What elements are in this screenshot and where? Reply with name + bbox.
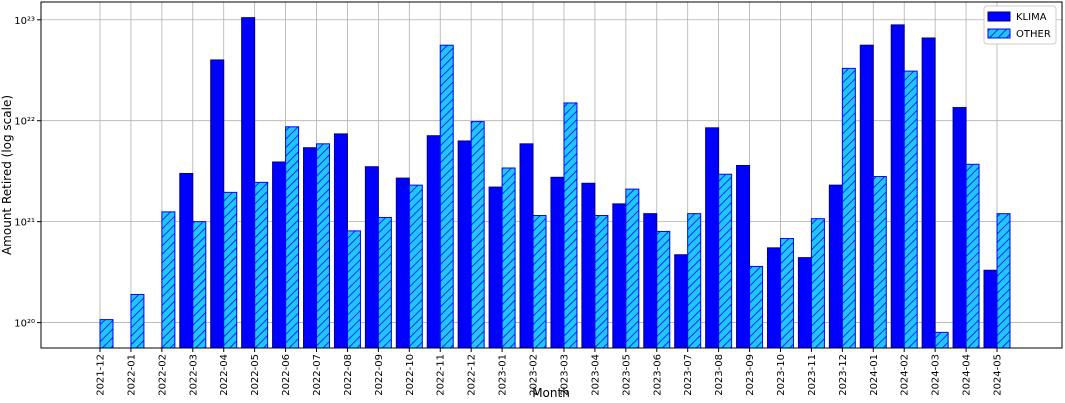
x-tick-label: 2023-11 xyxy=(807,354,818,396)
x-tick-label: 2022-06 xyxy=(281,354,292,396)
bar xyxy=(408,184,423,349)
bar xyxy=(457,140,472,349)
x-tick-label: 2023-09 xyxy=(745,354,756,396)
bar xyxy=(563,102,578,349)
bar xyxy=(161,211,176,349)
x-tick-label: 2023-10 xyxy=(776,354,787,396)
x-tick-label: 2023-01 xyxy=(498,354,509,396)
x-tick-label: 2022-03 xyxy=(188,354,199,396)
bar xyxy=(130,293,145,349)
bar xyxy=(625,188,640,349)
bar xyxy=(996,213,1011,349)
bar xyxy=(779,238,794,349)
bar xyxy=(395,177,410,349)
bar xyxy=(179,172,194,349)
bar xyxy=(99,319,114,349)
bar xyxy=(921,37,936,349)
y-tick-label: 10²¹ xyxy=(14,218,35,229)
x-axis-label: Month xyxy=(532,386,570,400)
bar xyxy=(254,181,269,349)
bar xyxy=(272,161,287,349)
bar xyxy=(903,70,918,349)
bar xyxy=(285,126,300,349)
bar xyxy=(594,215,609,349)
x-tick-label: 2024-03 xyxy=(931,354,942,396)
bar xyxy=(934,331,949,349)
legend-label: OTHER xyxy=(1016,29,1051,40)
plot-frame xyxy=(40,1,1063,349)
x-tick-label: 2022-01 xyxy=(126,354,137,396)
x-tick-label: 2022-04 xyxy=(219,354,230,396)
bar xyxy=(192,221,207,349)
x-tick-label: 2023-03 xyxy=(559,354,570,396)
x-tick-label: 2024-02 xyxy=(900,354,911,396)
bar xyxy=(718,173,733,349)
x-tick-label: 2023-06 xyxy=(652,354,663,396)
bar xyxy=(612,203,627,349)
bar xyxy=(210,59,225,349)
x-tick-label: 2021-12 xyxy=(96,354,107,396)
y-axis-label: Amount Retired (log scale) xyxy=(0,95,14,255)
x-tick-label: 2022-09 xyxy=(374,354,385,396)
bar xyxy=(223,191,238,349)
x-tick-label: 2022-07 xyxy=(312,354,323,396)
bar xyxy=(656,230,671,349)
y-tick-label: 10²² xyxy=(14,117,35,128)
bar xyxy=(736,164,751,349)
x-tick-label: 2023-08 xyxy=(714,354,725,396)
x-tick-label: 2022-12 xyxy=(467,354,478,396)
bar xyxy=(705,127,720,349)
bar xyxy=(859,44,874,349)
bar xyxy=(470,121,485,349)
bar xyxy=(333,133,348,349)
bar xyxy=(643,213,658,349)
bar xyxy=(316,143,331,349)
x-tick-label: 2023-04 xyxy=(590,354,601,396)
x-tick-label: 2022-05 xyxy=(250,354,261,396)
bar xyxy=(364,166,379,349)
y-tick-label: 10²³ xyxy=(14,16,35,27)
bar xyxy=(797,257,812,349)
x-tick-label: 2023-07 xyxy=(683,354,694,396)
x-tick-label: 2023-02 xyxy=(529,354,540,396)
x-tick-label: 2024-05 xyxy=(993,354,1004,396)
bar xyxy=(766,247,781,349)
legend-swatch xyxy=(987,11,1011,22)
bar xyxy=(426,135,441,349)
x-tick-label: 2023-12 xyxy=(838,354,849,396)
legend-swatch xyxy=(987,28,1011,39)
x-tick-label: 2024-01 xyxy=(869,354,880,396)
bar xyxy=(828,184,843,349)
x-tick-label: 2022-02 xyxy=(157,354,168,396)
bar xyxy=(519,143,534,349)
bar xyxy=(439,44,454,349)
bar xyxy=(749,265,764,349)
bar xyxy=(377,216,392,349)
bar xyxy=(581,182,596,349)
y-tick-label: 10²⁰ xyxy=(14,319,35,330)
legend-label: KLIMA xyxy=(1016,12,1047,23)
bar xyxy=(983,269,998,349)
x-tick-label: 2022-11 xyxy=(436,354,447,396)
bar xyxy=(810,218,825,349)
x-tick-label: 2023-05 xyxy=(621,354,632,396)
bar xyxy=(965,163,980,349)
x-tick-label: 2022-10 xyxy=(405,354,416,396)
x-tick-label: 2022-08 xyxy=(343,354,354,396)
bar xyxy=(346,230,361,349)
bar xyxy=(303,147,318,349)
bar xyxy=(841,67,856,349)
bar xyxy=(674,254,689,349)
bar xyxy=(890,24,905,349)
bar xyxy=(532,215,547,349)
bar xyxy=(872,176,887,349)
bar xyxy=(687,213,702,349)
bar xyxy=(241,17,256,349)
bar xyxy=(501,167,516,349)
bar xyxy=(488,186,503,349)
bar xyxy=(550,176,565,349)
x-tick-label: 2024-04 xyxy=(962,354,973,396)
bar xyxy=(952,107,967,349)
